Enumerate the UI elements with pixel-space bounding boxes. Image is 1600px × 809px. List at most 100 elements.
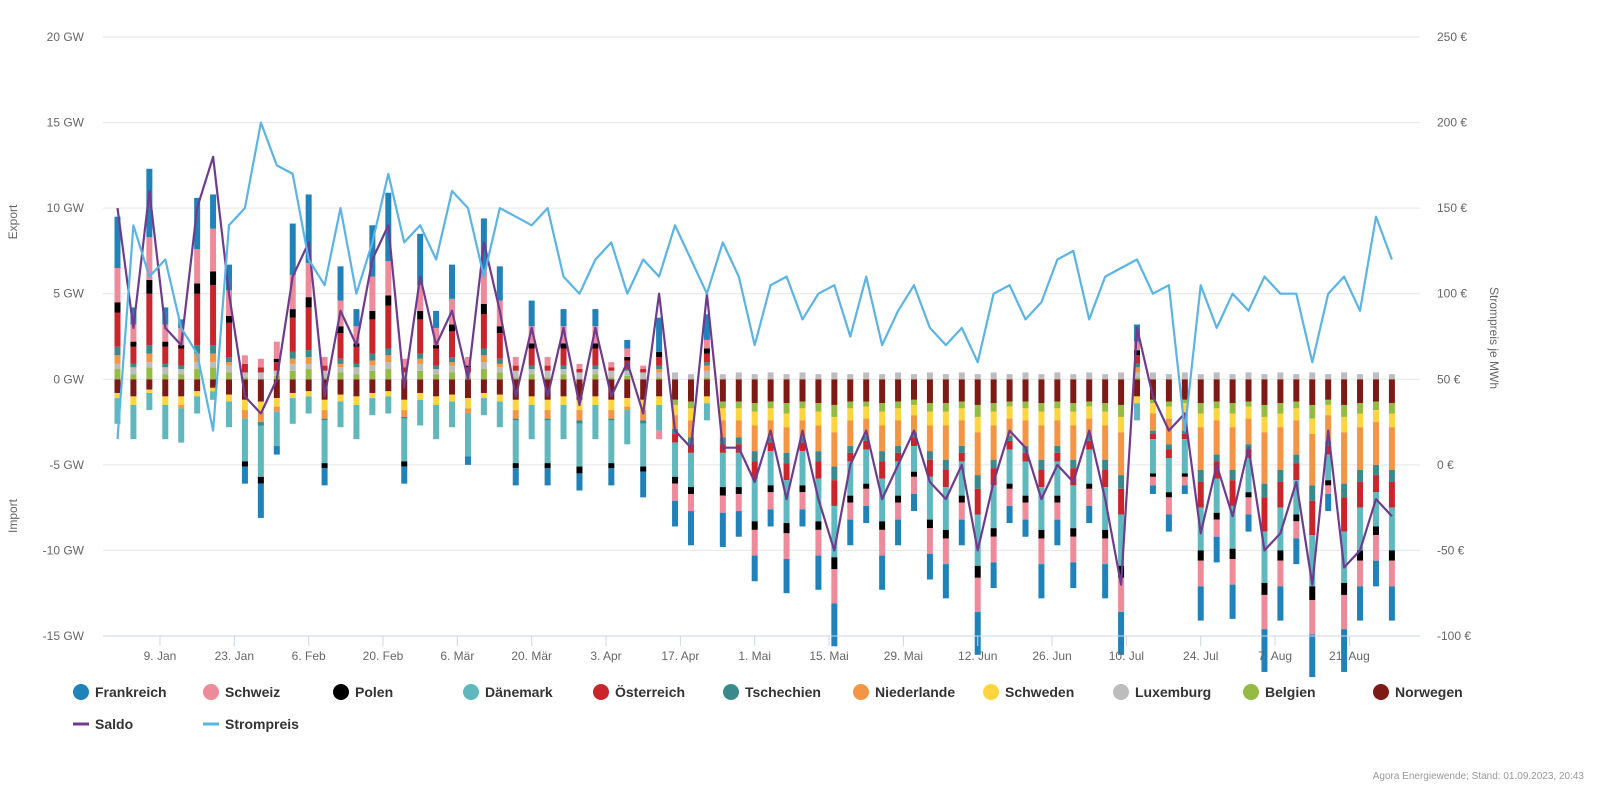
bar-tschechien: [1213, 454, 1220, 462]
bar-luxemburg: [1086, 372, 1093, 380]
bar-tschechien: [496, 358, 503, 364]
bar-österreich: [1165, 449, 1172, 459]
bar-luxemburg: [401, 372, 408, 378]
bar-frankreich: [257, 483, 264, 518]
bar-dänemark: [544, 420, 551, 464]
bar-tschechien: [512, 418, 519, 421]
bar-schweiz: [1006, 488, 1013, 506]
bar-schweden: [608, 399, 615, 411]
bar-luxemburg: [592, 369, 599, 375]
bar-belgien: [608, 377, 615, 380]
bar-norwegen: [544, 379, 551, 400]
bar-norwegen: [687, 379, 694, 402]
bar-polen: [241, 461, 248, 467]
bar-tschechien: [369, 353, 376, 361]
legend-label: Niederlande: [875, 684, 955, 700]
bar-österreich: [1181, 434, 1188, 440]
bar-österreich: [879, 461, 886, 479]
bar-dänemark: [942, 487, 949, 530]
bar-schweden: [146, 389, 153, 393]
bar-dänemark: [1372, 492, 1379, 527]
bar-luxemburg: [1277, 372, 1284, 380]
bar-schweden: [449, 394, 456, 402]
bar-frankreich: [369, 225, 376, 277]
bar-tschechien: [1102, 459, 1109, 470]
bar-schweiz: [974, 577, 981, 613]
bar-schweden: [1070, 411, 1077, 426]
bar-belgien: [751, 403, 758, 412]
bar-belgien: [863, 401, 870, 407]
bar-dänemark: [911, 446, 917, 472]
bar-luxemburg: [576, 372, 583, 380]
bar-tschechien: [1293, 454, 1300, 464]
bar-norwegen: [1325, 379, 1332, 400]
bar-polen: [1134, 350, 1141, 356]
bar-schweiz: [847, 502, 854, 520]
bar-österreich: [480, 314, 487, 349]
bar-schweden: [1102, 411, 1109, 426]
bar-schweden: [433, 396, 440, 405]
bar-luxemburg: [114, 363, 121, 370]
bar-luxemburg: [911, 374, 917, 380]
bar-schweden: [687, 408, 694, 421]
bar-schweiz: [512, 357, 519, 366]
bar-tschechien: [114, 346, 121, 356]
bar-dänemark: [863, 449, 870, 484]
bar-norwegen: [656, 379, 663, 397]
y2-tick-label: -100 €: [1437, 629, 1471, 643]
bar-luxemburg: [1293, 374, 1300, 380]
bar-schweiz: [210, 228, 217, 272]
bar-luxemburg: [480, 362, 487, 370]
bar-dänemark: [1181, 439, 1188, 474]
bar-niederlande: [544, 410, 551, 419]
bar-niederlande: [1309, 434, 1316, 486]
bar-luxemburg: [1134, 372, 1141, 378]
bar-tschechien: [656, 365, 663, 370]
bar-niederlande: [385, 355, 392, 363]
bar-dänemark: [241, 418, 248, 462]
bar-niederlande: [958, 420, 965, 447]
bar-niederlande: [1134, 367, 1141, 373]
bar-norwegen: [719, 379, 726, 402]
bar-polen: [719, 487, 726, 496]
bar-schweden: [624, 398, 631, 407]
bar-belgien: [1181, 399, 1188, 404]
bar-tschechien: [1038, 459, 1045, 470]
bar-belgien: [815, 403, 822, 412]
bar-belgien: [847, 401, 854, 409]
bar-frankreich: [130, 307, 137, 325]
bar-österreich: [1070, 468, 1077, 486]
bar-frankreich: [799, 509, 806, 527]
bar-belgien: [1261, 404, 1268, 417]
bar-polen: [130, 341, 137, 347]
bar-polen: [1149, 473, 1156, 477]
bar-luxemburg: [1118, 372, 1125, 380]
bar-österreich: [815, 461, 822, 479]
bar-schweiz: [257, 358, 264, 368]
bar-schweden: [990, 411, 997, 426]
bar-norwegen: [194, 379, 201, 392]
bar-belgien: [162, 374, 169, 380]
bar-luxemburg: [990, 372, 997, 380]
bar-schweiz: [401, 358, 408, 368]
bar-niederlande: [1325, 415, 1332, 441]
legend-label: Frankreich: [95, 684, 167, 700]
bars: [114, 168, 1395, 678]
bar-frankreich: [751, 555, 758, 582]
bar-norwegen: [974, 379, 981, 405]
bar-tschechien: [926, 451, 933, 460]
x-tick-label: 12. Jun: [958, 649, 997, 663]
bar-polen: [1277, 550, 1284, 561]
bar-tschechien: [958, 446, 965, 453]
bar-polen: [464, 365, 471, 368]
bar-luxemburg: [353, 367, 360, 375]
bar-niederlande: [369, 360, 376, 366]
bar-norwegen: [273, 379, 280, 399]
bar-österreich: [401, 367, 408, 373]
legend-label: Schweiz: [225, 684, 280, 700]
bar-schweden: [369, 392, 376, 399]
bar-luxemburg: [528, 369, 535, 375]
bar-tschechien: [1372, 464, 1379, 476]
bar-österreich: [210, 285, 217, 346]
bar-dänemark: [1038, 487, 1045, 530]
